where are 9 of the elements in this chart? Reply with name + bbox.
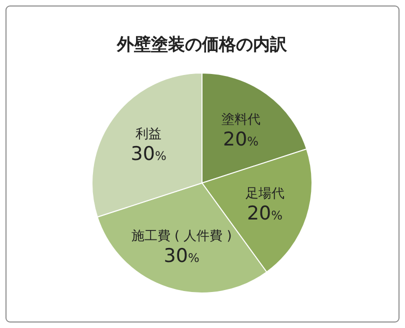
slice-label: 塗料代 <box>221 112 260 128</box>
chart-title: 外壁塗装の価格の内訳 <box>116 35 288 55</box>
data-label: 20% <box>222 128 259 151</box>
data-label: 30% <box>130 143 166 166</box>
slice-label: 利益 <box>136 127 162 142</box>
slice-label: 施工費 ( 人件費 ) <box>131 228 232 244</box>
slice-label: 足場代 <box>245 186 284 202</box>
data-label: 20% <box>246 202 283 224</box>
data-label: 30% <box>164 244 200 267</box>
